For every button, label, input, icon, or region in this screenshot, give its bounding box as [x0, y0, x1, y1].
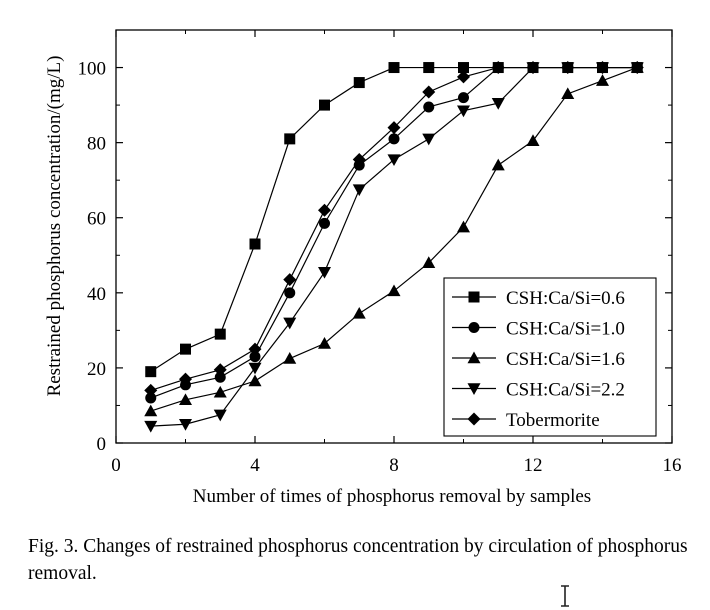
- data-point: [144, 404, 158, 417]
- data-point: [213, 363, 227, 377]
- legend-entry: Tobermorite: [452, 410, 600, 431]
- data-point: [284, 133, 296, 145]
- y-tick-label: 40: [87, 284, 106, 305]
- data-point: [422, 133, 436, 146]
- legend-marker: [468, 322, 480, 333]
- data-point: [352, 184, 366, 197]
- legend-entry: CSH:Ca/Si=1.6: [452, 349, 625, 370]
- x-tick-label: 8: [389, 455, 399, 476]
- data-point: [248, 362, 262, 375]
- data-point: [319, 217, 330, 229]
- legend-label: CSH:Ca/Si=2.2: [506, 380, 625, 401]
- data-point: [561, 87, 575, 100]
- data-point: [179, 419, 192, 431]
- data-point: [318, 203, 331, 217]
- data-point: [387, 284, 401, 297]
- legend-label: CSH:Ca/Si=0.6: [506, 288, 625, 309]
- axis-ticks: [115, 30, 673, 444]
- data-point: [318, 266, 331, 279]
- legend-entry: CSH:Ca/Si=2.2: [452, 380, 625, 401]
- data-point: [491, 158, 505, 171]
- y-tick-label: 80: [87, 134, 106, 155]
- data-point: [423, 101, 435, 113]
- x-tick-label: 4: [250, 455, 260, 476]
- x-tick-label: 0: [111, 455, 121, 476]
- data-point: [422, 256, 436, 268]
- data-point: [526, 134, 540, 146]
- data-point: [318, 337, 331, 349]
- data-point: [457, 220, 470, 233]
- data-point: [353, 77, 365, 89]
- data-point: [179, 393, 192, 406]
- legend-marker: [467, 412, 481, 426]
- data-point: [213, 409, 227, 422]
- data-point: [249, 238, 261, 250]
- data-point: [283, 352, 297, 364]
- y-axis-label: Restrained phosphorus concentration/(mg/…: [44, 56, 65, 397]
- figure-caption: Fig. 3. Changes of restrained phosphorus…: [28, 536, 688, 584]
- data-point: [352, 153, 366, 167]
- series-5: [144, 61, 644, 397]
- legend-box: [443, 277, 657, 437]
- data-point: [423, 62, 435, 74]
- data-point: [284, 287, 296, 299]
- legend-marker: [468, 291, 480, 303]
- y-tick-label: 60: [87, 209, 106, 230]
- x-tick-label: 12: [524, 455, 543, 476]
- legend-entry: CSH:Ca/Si=1.0: [452, 319, 625, 340]
- data-point: [630, 61, 644, 75]
- data-point: [561, 61, 575, 75]
- data-point: [213, 385, 227, 398]
- legend-entry: CSH:Ca/Si=0.6: [452, 288, 625, 309]
- data-point: [388, 133, 400, 145]
- legend-label: CSH:Ca/Si=1.0: [506, 319, 625, 340]
- legend-marker: [467, 383, 481, 395]
- data-point: [283, 273, 297, 287]
- legend-label: Tobermorite: [506, 410, 600, 431]
- y-tick-label: 0: [97, 434, 107, 455]
- data-point: [458, 92, 469, 104]
- data-point: [387, 121, 401, 135]
- data-point: [526, 61, 540, 75]
- data-point: [596, 74, 609, 86]
- data-point: [491, 98, 505, 110]
- data-point: [145, 366, 157, 378]
- data-point: [388, 62, 400, 74]
- data-point: [319, 99, 330, 111]
- data-point: [145, 392, 157, 404]
- legend-marker: [467, 351, 481, 364]
- data-point: [457, 105, 470, 118]
- data-point: [596, 61, 609, 75]
- data-point: [179, 372, 192, 386]
- x-tick-label: 16: [663, 455, 682, 476]
- text-cursor-icon: [561, 585, 569, 607]
- data-point: [422, 85, 436, 99]
- data-point: [248, 374, 262, 387]
- data-point: [249, 351, 261, 363]
- y-tick-label: 100: [78, 59, 107, 80]
- series-3: [144, 61, 644, 417]
- x-axis-label: Number of times of phosphorus removal by…: [193, 486, 591, 507]
- data-point: [458, 62, 469, 74]
- data-point: [457, 70, 470, 84]
- data-point: [214, 371, 226, 383]
- data-point: [283, 317, 297, 330]
- data-point: [144, 420, 158, 433]
- data-series: [144, 61, 644, 433]
- legend-label: CSH:Ca/Si=1.6: [506, 349, 625, 370]
- y-tick-label: 20: [87, 359, 106, 380]
- axis-tick-labels: 0 4 8 12 16 0 20 40 60 80 100: [78, 59, 682, 476]
- data-point: [491, 61, 505, 75]
- data-point: [352, 306, 366, 319]
- data-point: [144, 383, 158, 397]
- data-point: [180, 343, 191, 355]
- data-point: [248, 342, 262, 356]
- data-point: [214, 328, 226, 340]
- legend: CSH:Ca/Si=0.6 CSH:Ca/Si=1.0 CSH:Ca/Si=1.6 C…: [443, 277, 657, 437]
- data-point: [387, 154, 401, 167]
